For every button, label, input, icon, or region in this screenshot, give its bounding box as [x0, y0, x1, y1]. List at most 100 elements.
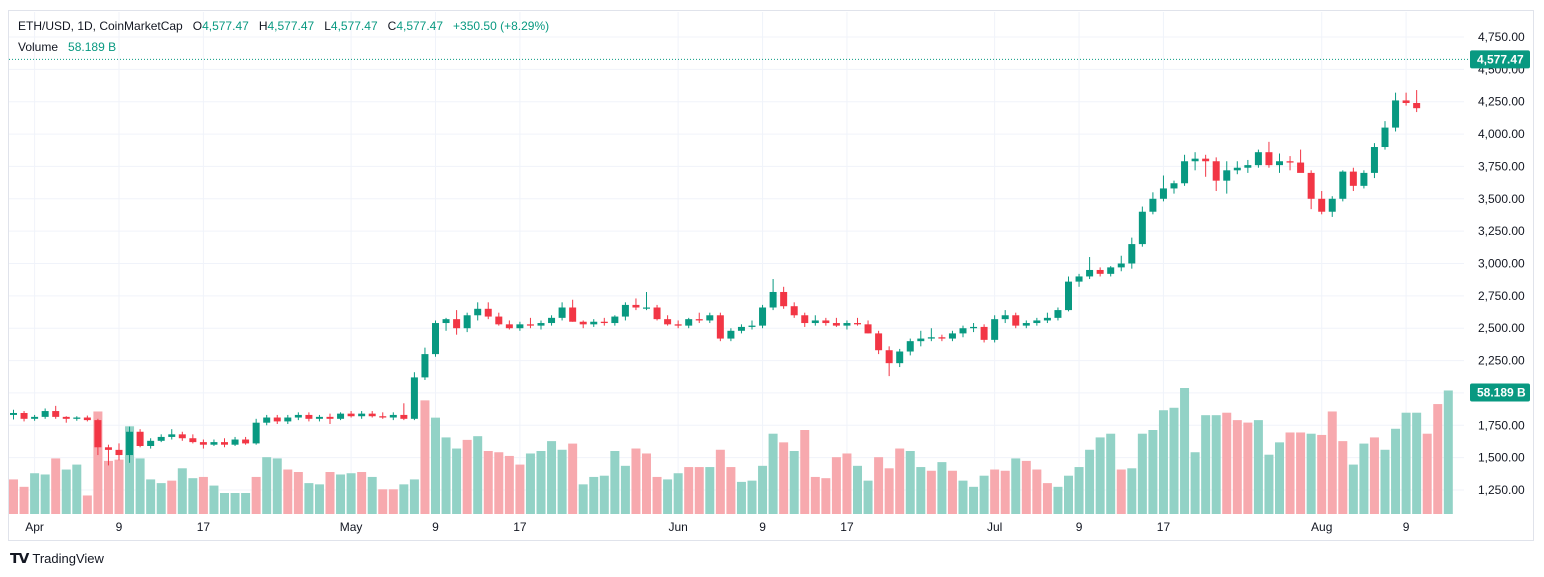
candle-body: [1096, 269, 1104, 274]
volume-bar: [1201, 415, 1211, 514]
candles: [10, 90, 1421, 466]
candle-body: [917, 338, 925, 342]
candle-body: [885, 350, 893, 364]
volume-bar: [1243, 422, 1253, 514]
symbol-label[interactable]: ETH/USD, 1D, CoinMarketCap: [18, 19, 183, 33]
volume-bar: [1443, 390, 1453, 514]
volume-bar: [1369, 437, 1379, 514]
volume-bar: [378, 489, 388, 514]
volume-bar: [1401, 412, 1411, 514]
volume-bar: [1127, 468, 1137, 514]
volume-bar: [167, 480, 177, 514]
volume-bar: [758, 465, 768, 514]
volume-bar: [1391, 428, 1401, 514]
candle-body: [62, 416, 70, 419]
candle-body: [1191, 158, 1199, 162]
x-tick-label: 9: [432, 520, 439, 534]
candle-body: [20, 412, 28, 419]
volume-bar: [969, 486, 979, 514]
candle-body: [1381, 127, 1389, 148]
candle-body: [326, 416, 334, 419]
tradingview-logo-icon[interactable]: 𝗧𝗩: [10, 550, 29, 566]
volume-bar: [726, 467, 736, 514]
volume-bar: [241, 493, 251, 514]
volume-bar: [599, 475, 609, 514]
volume-bar: [304, 483, 314, 514]
candle-body: [379, 416, 387, 418]
volume-bar: [188, 478, 198, 514]
volume-bar: [1317, 434, 1327, 514]
candle-body: [305, 414, 313, 419]
volume-bar: [473, 436, 483, 514]
open-label: O: [192, 19, 203, 33]
volume-badge: 58.189 B: [1477, 385, 1526, 399]
chart-legend: ETH/USD, 1D, CoinMarketCap O4,577.47 H4,…: [18, 16, 549, 58]
x-tick-label: 17: [1157, 520, 1171, 534]
candle-body: [315, 416, 323, 419]
candle-body: [294, 414, 302, 418]
candle-body: [906, 341, 914, 352]
low-label: L: [324, 19, 331, 33]
volume-bar: [51, 458, 61, 514]
volume-bar: [336, 474, 346, 514]
y-tick-label: 1,250.00: [1478, 483, 1525, 497]
candle-body: [1128, 244, 1136, 264]
volume-bar: [1095, 437, 1105, 514]
volume-bar: [441, 437, 451, 514]
volume-bar: [30, 473, 40, 514]
volume-bar: [958, 480, 968, 514]
y-tick-label: 1,750.00: [1478, 418, 1525, 432]
axis-badges: 4,577.47 58.189 B: [1470, 50, 1530, 402]
candle-body: [1065, 281, 1072, 311]
volume-bar: [1275, 442, 1284, 514]
tradingview-brand[interactable]: TradingView: [32, 551, 104, 566]
candle-body: [347, 413, 355, 417]
volume-bar: [1137, 433, 1147, 514]
candle-body: [579, 321, 587, 325]
candle-body: [41, 411, 49, 417]
volume-bar: [325, 472, 335, 514]
candle-body: [1181, 161, 1189, 184]
volume-bar: [895, 448, 905, 514]
x-tick-label: Jul: [987, 520, 1002, 534]
volume-bar: [715, 449, 725, 514]
volume-bar: [1042, 483, 1052, 514]
volume-bar: [494, 452, 504, 514]
volume-bar: [114, 459, 124, 514]
volume-label[interactable]: Volume: [18, 40, 59, 54]
candle-body: [948, 333, 956, 339]
candle-body: [674, 324, 682, 326]
price-badge-bg: [1470, 50, 1530, 69]
volume-bar: [557, 449, 567, 514]
volume-bar: [220, 493, 229, 514]
candle-body: [273, 417, 281, 422]
volume-bar: [1359, 443, 1369, 514]
y-tick-label: 3,500.00: [1478, 192, 1525, 206]
volume-bar: [1053, 486, 1063, 514]
candle-body: [737, 326, 745, 331]
candle-body: [115, 449, 123, 456]
candle-body: [632, 304, 640, 308]
volume-bar: [1032, 469, 1042, 514]
x-tick-label: 9: [759, 520, 766, 534]
candle-body: [1339, 171, 1347, 199]
open-value: 4,577.47: [202, 19, 249, 33]
x-tick-label: Apr: [25, 520, 44, 534]
y-tick-label: 4,750.00: [1478, 30, 1525, 44]
candle-body: [284, 417, 292, 422]
candle-body: [938, 337, 946, 339]
volume-bar: [483, 451, 493, 514]
volume-bar: [515, 464, 525, 514]
x-tick-label: 9: [1076, 520, 1083, 534]
x-tick-label: Aug: [1311, 520, 1332, 534]
volume-bar: [525, 453, 535, 514]
candle-body: [875, 333, 883, 351]
volume-bar: [547, 441, 557, 514]
candle-body: [263, 417, 271, 423]
x-tick-label: 17: [197, 520, 211, 534]
volume-bar: [747, 480, 757, 514]
candle-body: [1043, 317, 1051, 321]
candle-body: [959, 328, 967, 334]
volume-bar: [125, 426, 135, 514]
